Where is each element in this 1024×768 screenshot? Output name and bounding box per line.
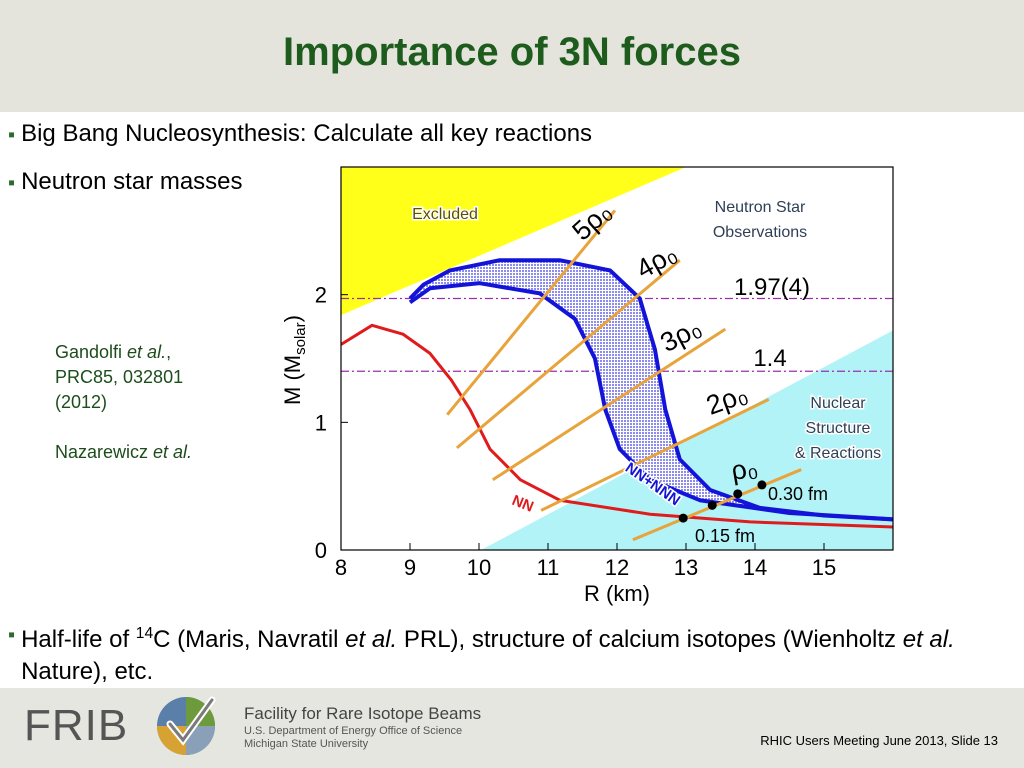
density-label: 4ρ₀ <box>631 238 682 285</box>
bullet-marker: ▪ <box>8 172 16 194</box>
density-line <box>540 398 770 512</box>
y-tick-label: 2 <box>315 283 327 308</box>
reference-label: 1.97(4) <box>734 274 810 301</box>
text-run: et al. <box>345 626 398 653</box>
text-run: Half-life of <box>21 626 136 653</box>
annotation: Observations <box>713 224 807 241</box>
x-tick-label: 11 <box>537 555 560 580</box>
reference-line: Gandolfi et al., <box>55 340 192 365</box>
bullet-item: ▪ Big Bang Nucleosynthesis: Calculate all… <box>8 118 1006 151</box>
x-tick-label: 9 <box>404 555 416 580</box>
text-run: 14 <box>135 625 154 642</box>
annotation: Structure <box>806 420 871 437</box>
series-label: NN <box>509 492 535 516</box>
density-line <box>455 259 681 450</box>
text-run: C (Maris, Navratil <box>153 626 346 653</box>
text-run: et al. <box>153 442 193 462</box>
slide-title: Importance of 3N forces <box>283 30 741 74</box>
x-tick-label: 8 <box>335 555 347 580</box>
text-run: PRC85, 032801 <box>55 367 184 387</box>
point <box>757 480 767 490</box>
org-line: U.S. Department of Energy Office of Scie… <box>244 725 462 737</box>
text-run: et al. <box>902 626 955 653</box>
density-label: ρ₀ <box>729 452 760 486</box>
bullet-text: Neutron star masses <box>21 166 1006 198</box>
reference-line: PRC85, 032801 <box>55 365 192 390</box>
x-axis-label: R (km) <box>584 581 650 606</box>
point <box>707 500 717 510</box>
text-run: et al. <box>127 342 167 362</box>
annotation: & Reactions <box>795 445 881 462</box>
point-label: 0.15 fm <box>695 526 755 546</box>
text-run: Gandolfi <box>55 342 128 362</box>
density-line <box>632 468 802 542</box>
y-tick-label: 1 <box>315 410 327 435</box>
text-run: PRL), structure of calcium isotopes (Wie… <box>397 626 903 653</box>
annotation: Neutron Star <box>715 199 806 216</box>
annotation: Nuclear <box>810 395 866 412</box>
bullet-text: Half-life of 14C (Maris, Navratil et al.… <box>21 618 1006 688</box>
curve <box>408 258 893 522</box>
density-label: 3ρ₀ <box>655 312 706 358</box>
text-run: (2012) <box>55 392 108 412</box>
x-tick-label: 12 <box>605 555 629 580</box>
bullet-item: ▪ Half-life of 14C (Maris, Navratil et al… <box>8 618 1006 688</box>
frib-logo-emblem <box>157 696 216 755</box>
y-axis-label-part: ) <box>280 315 305 322</box>
reference: Gandolfi et al., PRC85, 032801 (2012) <box>55 340 192 415</box>
point-label: 0.30 fm <box>768 484 828 504</box>
density-line <box>491 327 727 482</box>
point <box>678 513 688 523</box>
x-tick-label: 14 <box>743 555 767 580</box>
bullet-text: Big Bang Nucleosynthesis: Calculate all … <box>21 118 1006 150</box>
band-fill <box>410 260 893 520</box>
reference-label: 1.4 <box>753 345 786 372</box>
y-axis-label: M (Msolar) <box>280 315 309 405</box>
x-tick-label: 10 <box>467 555 491 580</box>
point <box>733 489 743 499</box>
header-band: Importance of 3N forces <box>0 0 1024 112</box>
text-run: Nazarewicz <box>55 442 154 462</box>
text-run: , <box>166 342 172 362</box>
x-tick-label: 15 <box>812 555 836 580</box>
text-run: Nature), etc. <box>21 658 154 685</box>
logo-text: FRIB <box>24 701 128 750</box>
reference-line: (2012) <box>55 390 192 415</box>
text-run: Big Bang Nucleosynthesis: Calculate all … <box>21 120 593 147</box>
annotation: Excluded <box>412 206 478 223</box>
density-line <box>446 209 617 416</box>
y-tick-label: 0 <box>315 538 327 563</box>
slide-reference: RHIC Users Meeting June 2013, Slide 13 <box>760 733 998 748</box>
org-name: Facility for Rare Isotope Beams <box>244 704 481 723</box>
y-axis-label-part: solar <box>292 322 309 355</box>
bullet-item: ▪ Neutron star masses <box>8 166 1006 199</box>
reference: Nazarewicz et al. <box>55 440 192 465</box>
x-tick-label: 13 <box>674 555 698 580</box>
reference-line: Nazarewicz et al. <box>55 440 192 465</box>
y-axis-label-part: M (M <box>280 355 305 405</box>
region <box>341 167 686 316</box>
org-line: Michigan State University <box>244 738 369 750</box>
text-run: Neutron star masses <box>21 168 243 195</box>
references: Gandolfi et al., PRC85, 032801 (2012) Nazar… <box>55 340 192 490</box>
bullet-marker: ▪ <box>8 124 16 146</box>
bullet-marker: ▪ <box>8 624 16 646</box>
